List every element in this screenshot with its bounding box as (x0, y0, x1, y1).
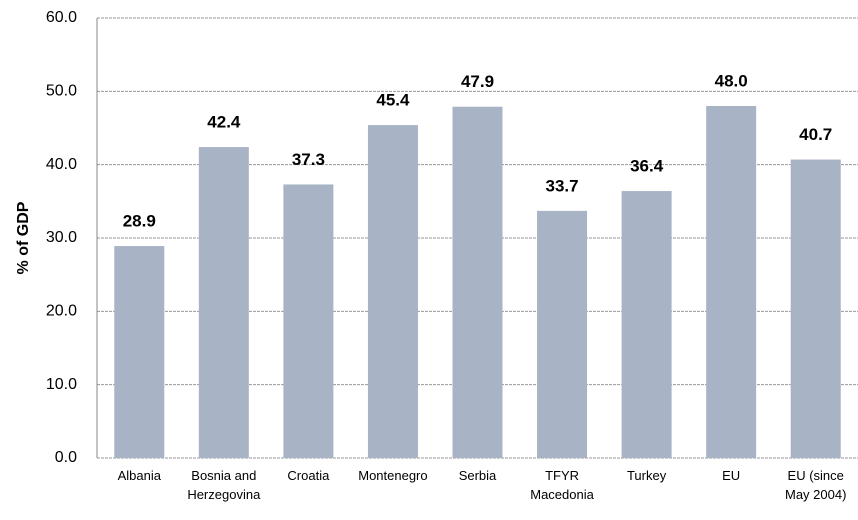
bar (367, 125, 418, 459)
data-label: 42.4 (207, 113, 241, 132)
bar (706, 106, 757, 458)
x-tick-label: Albania (117, 468, 161, 483)
x-tick-label: Croatia (287, 468, 330, 483)
y-tick-label: 50.0 (46, 83, 77, 100)
y-axis-label: % of GDP (15, 201, 32, 274)
x-tick-label: EU (since May 2004) (785, 468, 847, 502)
bar (283, 184, 334, 458)
x-tick-label: Bosnia and Herzegovina (187, 468, 261, 502)
y-tick-label: 20.0 (46, 303, 77, 320)
x-tick-label: Montenegro (358, 468, 428, 483)
bar (198, 147, 249, 459)
data-label: 45.4 (376, 91, 410, 110)
bar (452, 106, 503, 458)
data-label: 33.7 (546, 176, 579, 195)
data-label: 40.7 (799, 125, 832, 144)
data-label: 48.0 (715, 71, 748, 90)
data-label: 37.3 (292, 150, 325, 169)
x-tick-label: Turkey (626, 468, 667, 483)
y-tick-label: 60.0 (46, 9, 77, 26)
x-tick-label: EU (722, 468, 741, 483)
y-tick-label: 0.0 (55, 449, 77, 466)
bar (114, 246, 165, 458)
bar (621, 191, 672, 459)
bar (537, 210, 588, 458)
bar (790, 159, 841, 459)
data-label: 36.4 (630, 157, 664, 176)
x-tick-label: TFYR Macedonia (530, 468, 594, 502)
x-tick-label: Serbia (458, 468, 497, 483)
y-tick-label: 10.0 (46, 376, 77, 393)
data-label: 47.9 (461, 72, 494, 91)
data-label: 28.9 (123, 212, 156, 231)
y-tick-label: 40.0 (46, 156, 77, 173)
y-tick-label: 30.0 (46, 229, 77, 246)
